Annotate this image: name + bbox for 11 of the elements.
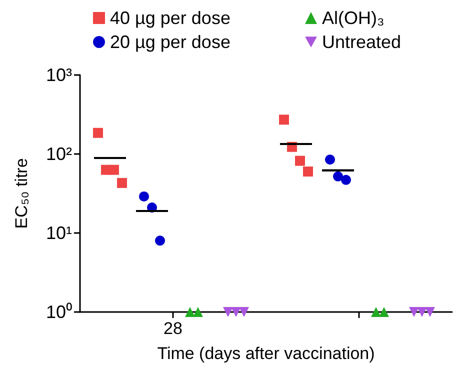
y-tick-label: 10⁰ xyxy=(46,302,72,322)
legend-label: 40 µg per dose xyxy=(110,8,230,28)
x-tick-label: 28 xyxy=(164,319,182,338)
x-axis-title: Time (days after vaccination) xyxy=(157,344,375,363)
legend-label: Untreated xyxy=(322,32,402,52)
legend-label: 20 µg per dose xyxy=(110,32,230,52)
y-tick-label: 10³ xyxy=(46,65,72,85)
legend-label: Al(OH)₃ xyxy=(322,8,384,28)
y-tick-label: 10² xyxy=(46,144,72,164)
y-tick-label: 10¹ xyxy=(46,223,72,243)
y-axis-title: EC₅₀ titre xyxy=(12,158,31,229)
